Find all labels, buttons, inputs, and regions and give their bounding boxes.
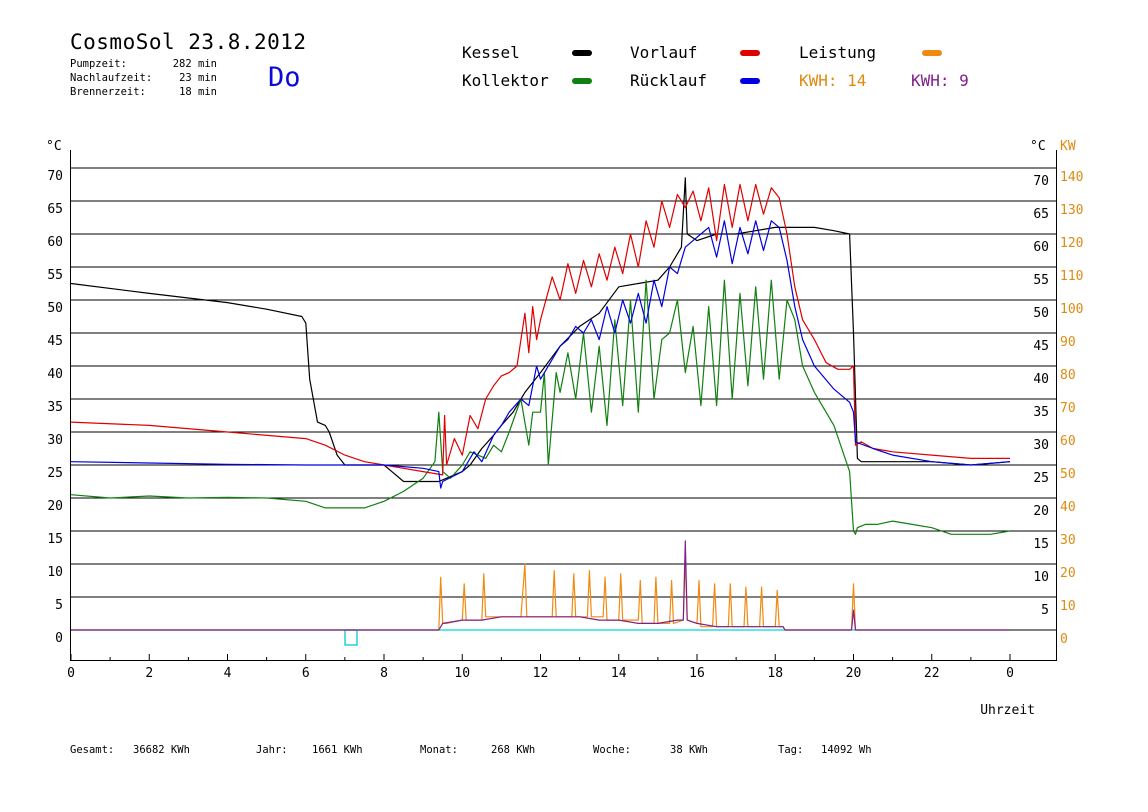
y-tick-kw: 70 bbox=[1060, 401, 1076, 416]
legend-ruecklauf-swatch bbox=[740, 78, 760, 84]
y-tick-left: 25 bbox=[47, 466, 63, 481]
x-tick-label: 20 bbox=[846, 666, 862, 681]
y-tick-kw: 120 bbox=[1060, 236, 1083, 251]
series-line-kessel bbox=[70, 177, 1011, 483]
y-tick-kw: 100 bbox=[1060, 302, 1083, 317]
pumpzeit-label: Pumpzeit: bbox=[70, 58, 127, 70]
series-line-r-cklauf bbox=[70, 220, 1011, 489]
legend-kwh-second: KWH: 9 bbox=[911, 71, 969, 90]
legend-kessel-label: Kessel bbox=[462, 43, 520, 62]
x-tick-label: 0 bbox=[1006, 666, 1014, 681]
legend-kessel-swatch bbox=[572, 50, 592, 56]
chart-title: CosmoSol 23.8.2012 bbox=[70, 30, 307, 54]
legend-kwh-leistung: KWH: 14 bbox=[799, 71, 867, 90]
series-line-kollektor bbox=[70, 279, 1011, 535]
legend-kollektor-swatch bbox=[572, 78, 592, 84]
x-tick-label: 4 bbox=[224, 666, 232, 681]
x-tick-label: 2 bbox=[145, 666, 153, 681]
y-tick-right: 25 bbox=[1033, 471, 1049, 486]
y-tick-kw: 90 bbox=[1060, 335, 1076, 350]
y-tick-right: 60 bbox=[1033, 240, 1049, 255]
y-tick-left: 50 bbox=[47, 301, 63, 316]
y-tick-left: 55 bbox=[47, 268, 63, 283]
y-tick-left: 20 bbox=[47, 499, 63, 514]
y-tick-right: 10 bbox=[1033, 570, 1049, 585]
series-line-leistung bbox=[71, 556, 1010, 631]
pumpzeit-value: 282 min bbox=[172, 58, 217, 70]
x-tick-label: 6 bbox=[302, 666, 310, 681]
x-tick-label: 10 bbox=[454, 666, 470, 681]
y-tick-kw: 50 bbox=[1060, 467, 1076, 482]
y-tick-left: 60 bbox=[47, 235, 63, 250]
y-tick-right: 50 bbox=[1033, 306, 1049, 321]
x-axis-label: Uhrzeit bbox=[980, 703, 1035, 718]
footer-woche-label: Woche: bbox=[593, 744, 631, 756]
x-tick-label: 0 bbox=[67, 666, 75, 681]
y-tick-kw: 80 bbox=[1060, 368, 1076, 383]
legend-kollektor-label: Kollektor bbox=[462, 71, 549, 90]
x-tick-label: 14 bbox=[611, 666, 627, 681]
footer-jahr-label: Jahr: bbox=[256, 744, 288, 756]
y-tick-kw: 30 bbox=[1060, 533, 1076, 548]
series-line-vorlauf bbox=[70, 183, 1010, 476]
x-tick-label: 16 bbox=[689, 666, 705, 681]
y-unit-right: °C bbox=[1030, 139, 1046, 154]
y-unit-kw: KW bbox=[1060, 139, 1076, 154]
nachlaufzeit-value: 23 min bbox=[179, 72, 217, 84]
y-tick-right: 15 bbox=[1033, 537, 1049, 552]
y-tick-left: 15 bbox=[47, 532, 63, 547]
y-tick-right: 30 bbox=[1033, 438, 1049, 453]
y-tick-right: 70 bbox=[1033, 174, 1049, 189]
y-tick-kw: 0 bbox=[1060, 632, 1068, 647]
footer-tag-value: 14092 Wh bbox=[821, 744, 872, 756]
weekday-label: Do bbox=[268, 62, 301, 93]
y-tick-left: 35 bbox=[47, 400, 63, 415]
y-tick-right: 5 bbox=[1041, 603, 1049, 618]
legend-vorlauf-swatch bbox=[740, 50, 760, 56]
y-unit-left: °C bbox=[46, 139, 62, 154]
y-tick-left: 70 bbox=[47, 169, 63, 184]
brennerzeit-value: 18 min bbox=[179, 86, 217, 98]
legend-leistung-label: Leistung bbox=[799, 43, 877, 62]
marker-box bbox=[344, 629, 358, 646]
x-tick-label: 18 bbox=[767, 666, 783, 681]
footer-gesamt-value: 36682 KWh bbox=[133, 744, 190, 756]
y-tick-left: 10 bbox=[47, 565, 63, 580]
x-tick-label: 22 bbox=[924, 666, 940, 681]
footer-tag-label: Tag: bbox=[778, 744, 804, 756]
footer-monat-value: 268 KWh bbox=[491, 744, 536, 756]
y-tick-left: 0 bbox=[55, 631, 63, 646]
y-tick-left: 45 bbox=[47, 334, 63, 349]
legend-leistung-swatch bbox=[922, 50, 942, 56]
y-tick-right: 35 bbox=[1033, 405, 1049, 420]
y-tick-right: 65 bbox=[1033, 207, 1049, 222]
y-tick-left: 65 bbox=[47, 202, 63, 217]
y-tick-kw: 40 bbox=[1060, 500, 1076, 515]
y-tick-left: 5 bbox=[55, 598, 63, 613]
footer-jahr-value: 1661 KWh bbox=[312, 744, 363, 756]
y-tick-right: 40 bbox=[1033, 372, 1049, 387]
y-tick-right: 20 bbox=[1033, 504, 1049, 519]
y-tick-kw: 140 bbox=[1060, 170, 1083, 185]
y-tick-left: 40 bbox=[47, 367, 63, 382]
footer-woche-value: 38 KWh bbox=[670, 744, 708, 756]
y-tick-kw: 10 bbox=[1060, 599, 1076, 614]
x-tick-label: 12 bbox=[533, 666, 549, 681]
y-tick-kw: 110 bbox=[1060, 269, 1083, 284]
series-line-kwh-9 bbox=[71, 540, 1010, 631]
legend-ruecklauf-label: Rücklauf bbox=[630, 71, 708, 90]
y-tick-kw: 20 bbox=[1060, 566, 1076, 581]
y-tick-left: 30 bbox=[47, 433, 63, 448]
brennerzeit-label: Brennerzeit: bbox=[70, 86, 146, 98]
y-tick-kw: 60 bbox=[1060, 434, 1076, 449]
footer-monat-label: Monat: bbox=[420, 744, 458, 756]
y-tick-right: 55 bbox=[1033, 273, 1049, 288]
footer-gesamt-label: Gesamt: bbox=[70, 744, 115, 756]
legend-vorlauf-label: Vorlauf bbox=[630, 43, 698, 62]
y-tick-right: 45 bbox=[1033, 339, 1049, 354]
nachlaufzeit-label: Nachlaufzeit: bbox=[70, 72, 153, 84]
y-tick-kw: 130 bbox=[1060, 203, 1083, 218]
x-tick-label: 8 bbox=[380, 666, 388, 681]
